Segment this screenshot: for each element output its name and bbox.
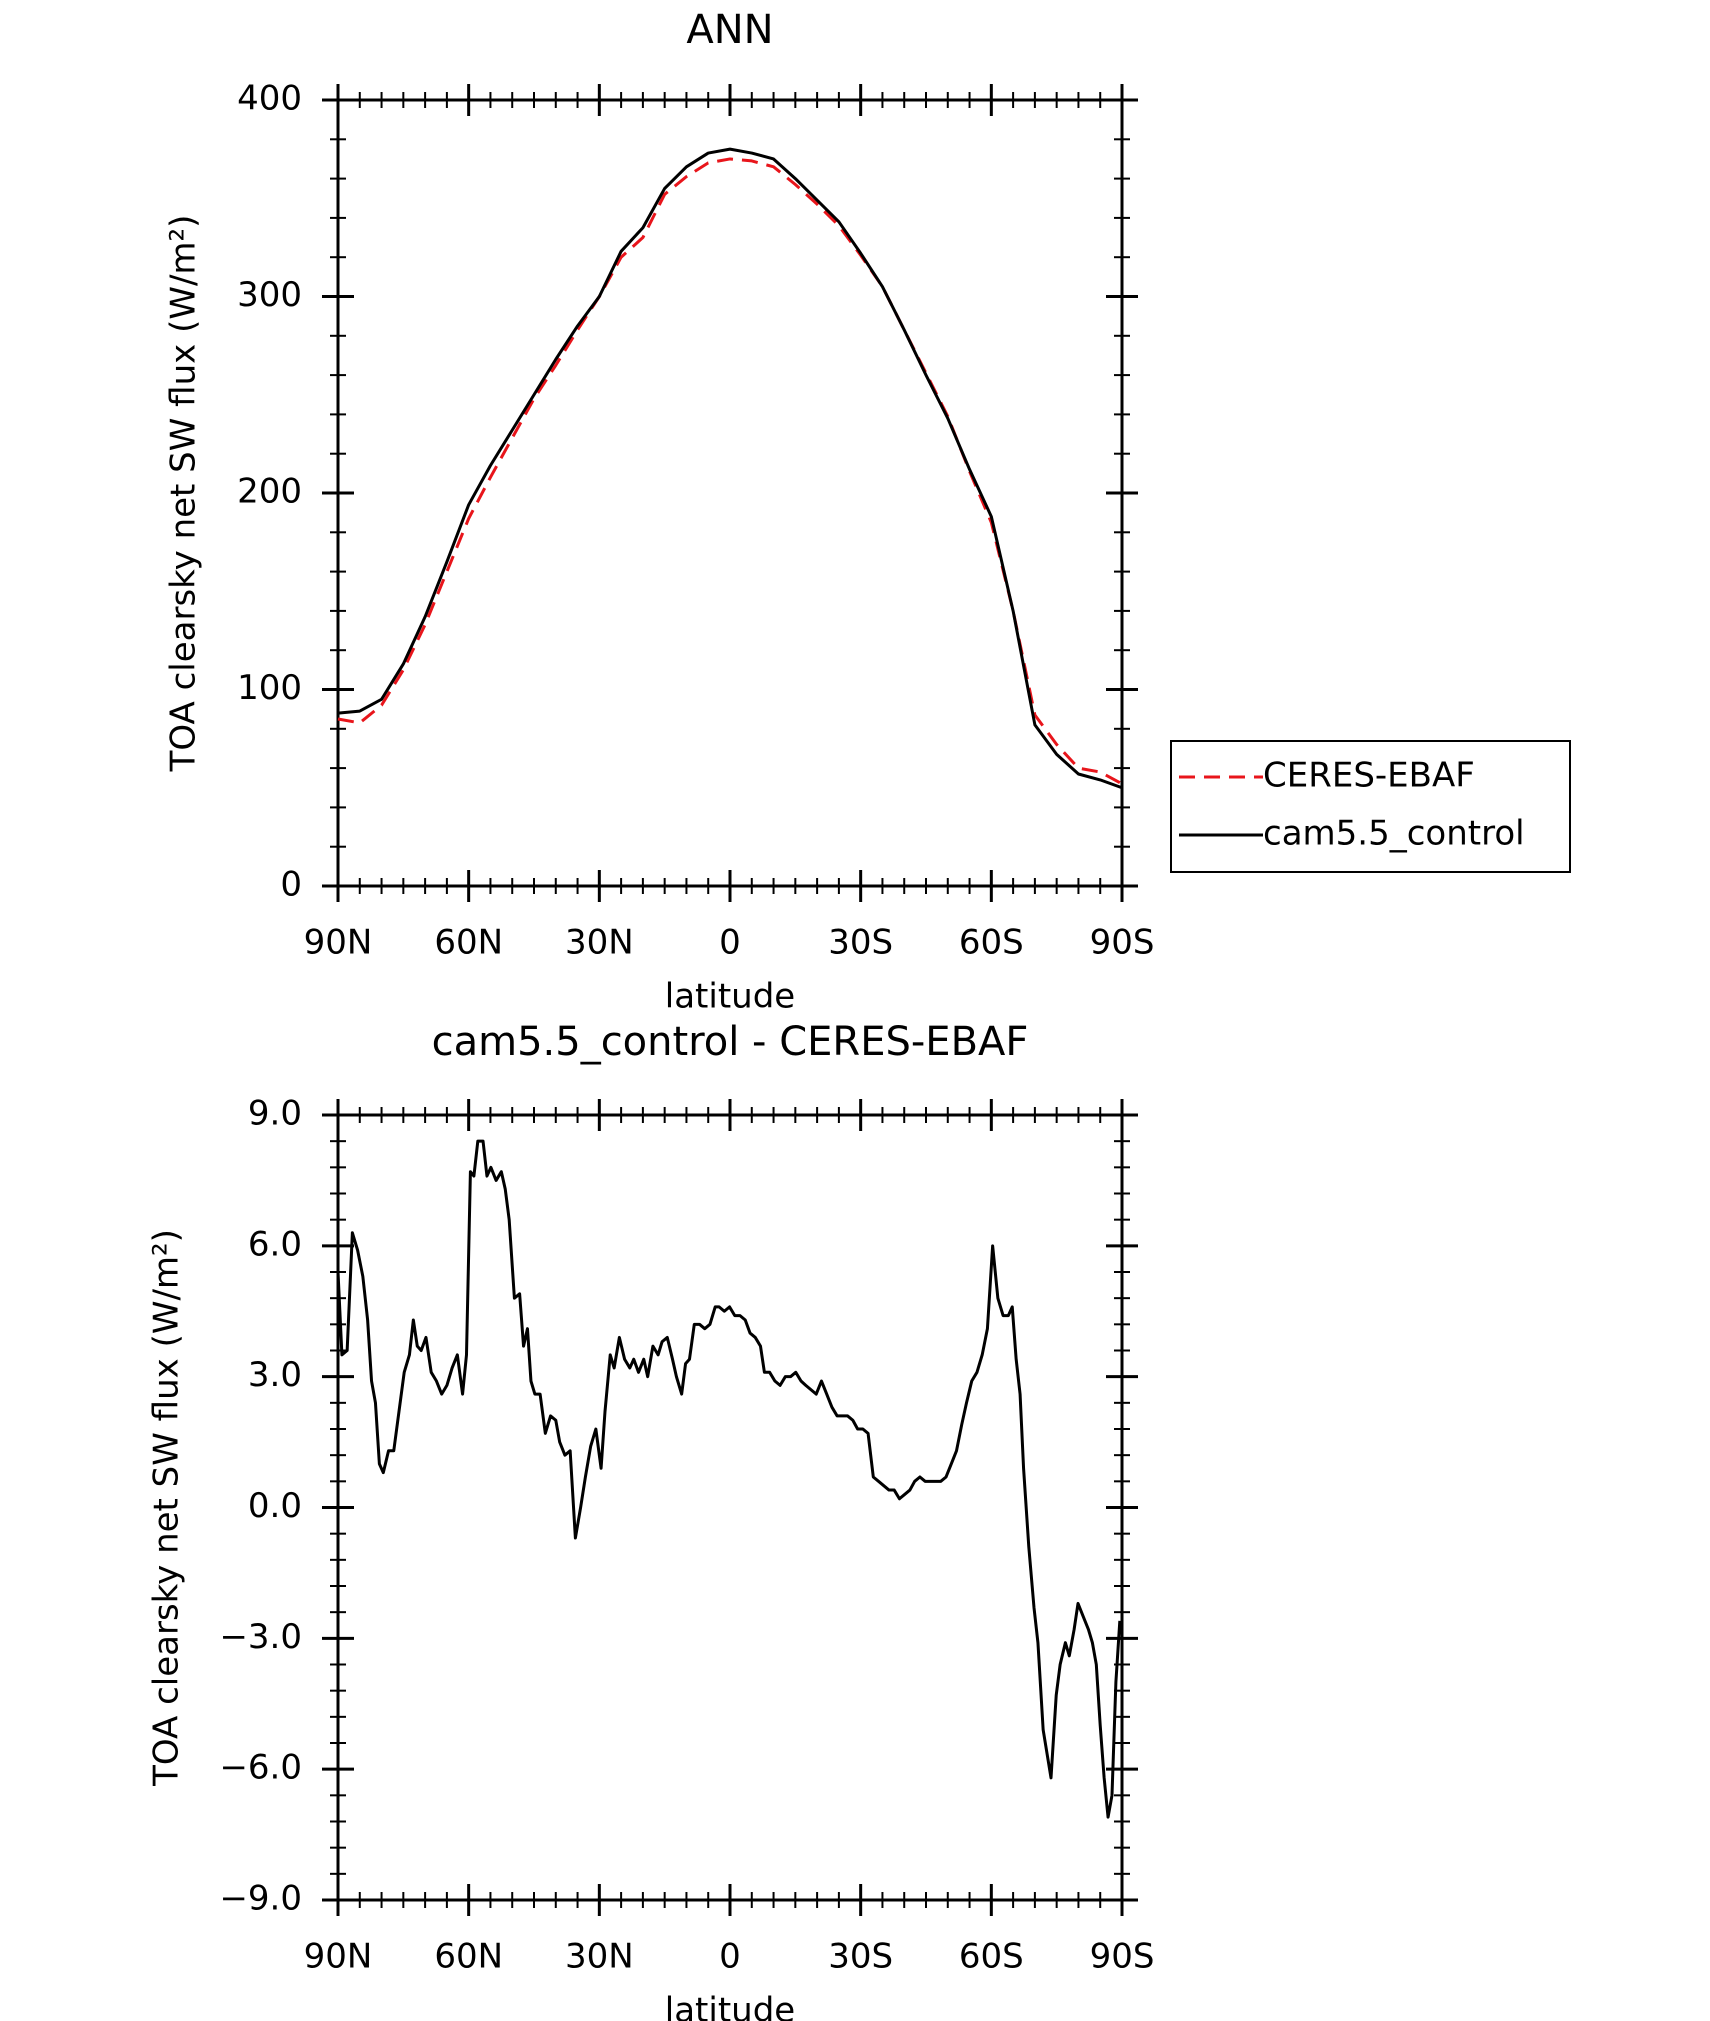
x-tick-label: 30N: [565, 923, 634, 963]
x-tick-label: 90N: [304, 1937, 373, 1977]
y-tick-label: 100: [237, 668, 302, 708]
y-axis-label: TOA clearsky net SW flux (W/m²): [147, 1229, 187, 1787]
x-tick-label: 0: [719, 1937, 741, 1977]
legend-label: CERES-EBAF: [1263, 756, 1475, 796]
chart-title: cam5.5_control - CERES-EBAF: [432, 1019, 1029, 1065]
y-tick-label: 6.0: [248, 1224, 302, 1264]
x-tick-label: 90S: [1090, 1937, 1155, 1977]
x-tick-label: 30S: [828, 1937, 893, 1977]
x-tick-label: 0: [719, 923, 741, 963]
y-tick-label: −9.0: [219, 1879, 302, 1919]
y-tick-label: 0.0: [248, 1486, 302, 1526]
data-line: [337, 157, 1123, 786]
x-axis-label: latitude: [665, 1991, 795, 2021]
y-axis-label: TOA clearsky net SW flux (W/m²): [164, 215, 204, 773]
legend-box: [1170, 740, 1571, 873]
y-tick-label: −6.0: [219, 1748, 302, 1788]
data-line: [337, 147, 1123, 790]
plot-frame: [336, 98, 1124, 888]
x-tick-label: 60S: [959, 923, 1024, 963]
y-tick-label: 3.0: [248, 1355, 302, 1395]
y-tick-label: 400: [237, 79, 302, 119]
x-tick-label: 60S: [959, 1937, 1024, 1977]
x-tick-label: 60N: [434, 1937, 503, 1977]
y-tick-label: −3.0: [219, 1617, 302, 1657]
data-line: [336, 1139, 1122, 1819]
y-tick-label: 9.0: [248, 1094, 302, 1134]
y-tick-label: 300: [237, 275, 302, 315]
x-tick-label: 60N: [434, 923, 503, 963]
x-tick-label: 90N: [304, 923, 373, 963]
y-tick-label: 200: [237, 472, 302, 512]
x-tick-label: 30N: [565, 1937, 634, 1977]
y-tick-label: 0: [280, 865, 302, 905]
x-axis-label: latitude: [665, 977, 795, 1017]
x-tick-label: 30S: [828, 923, 893, 963]
legend-label: cam5.5_control: [1263, 814, 1525, 854]
plot-frame: [336, 1113, 1124, 1902]
x-tick-label: 90S: [1090, 923, 1155, 963]
chart-title: ANN: [686, 7, 773, 53]
